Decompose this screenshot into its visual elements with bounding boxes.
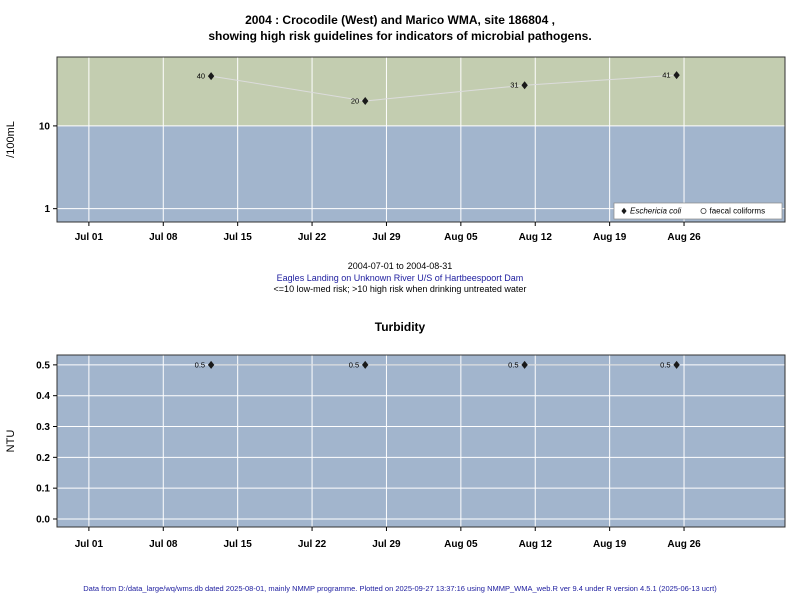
legend-label: Eschericia coli	[630, 207, 681, 216]
legend: Eschericia coli faecal coliforms	[613, 202, 783, 220]
y-tick-label: 1	[44, 204, 50, 215]
y-tick-label: 0.0	[36, 514, 50, 525]
data-point-marker	[207, 360, 215, 369]
legend-label: faecal coliforms	[710, 207, 766, 216]
x-tick-label: Aug 26	[667, 232, 701, 243]
chart-captions: 2004-07-01 to 2004-08-31 Eagles Landing …	[0, 261, 800, 296]
y-tick-label: 0.2	[36, 453, 50, 464]
data-point-marker	[362, 96, 369, 105]
turbidity-chart: Jul 01 Jul 08 Jul 15 Jul 22 Jul 29 Aug 05 Aug …	[5, 354, 786, 550]
legend-diamond-icon	[621, 207, 627, 215]
plot-border	[56, 56, 786, 223]
x-tick-label: Aug 12	[519, 232, 553, 243]
series-points: 0.5 0.5 0.5 0.5	[195, 360, 680, 369]
point-label: 41	[662, 71, 670, 80]
data-point-marker	[521, 81, 528, 90]
x-tick-label: Aug 19	[593, 539, 627, 550]
page-title-line2: showing high risk guidelines for indicat…	[208, 29, 592, 43]
caption-date-range: 2004-07-01 to 2004-08-31	[347, 261, 453, 271]
axes: Jul 01 Jul 08 Jul 15 Jul 22 Jul 29 Aug 05 Aug …	[36, 360, 701, 550]
data-point-marker	[673, 360, 680, 369]
point-label: 0.5	[508, 360, 518, 369]
high-risk-band	[57, 57, 785, 126]
plot-background	[57, 57, 785, 222]
x-tick-label: Jul 29	[372, 232, 401, 243]
y-tick-label: 0.4	[36, 391, 50, 402]
x-tick-label: Jul 08	[149, 539, 178, 550]
x-tick-label: Jul 01	[75, 232, 104, 243]
x-tick-label: Aug 12	[519, 539, 553, 550]
y-tick-label: 0.1	[36, 484, 50, 495]
x-tick-label: Aug 05	[444, 232, 478, 243]
turbidity-title: Turbidity	[374, 320, 426, 334]
x-tick-label: Jul 01	[75, 539, 104, 550]
axes: Jul 01 Jul 08 Jul 15 Jul 22 Jul 29 Aug 05 Aug …	[39, 121, 701, 243]
legend-circle-icon	[700, 207, 707, 214]
x-tick-label: Jul 29	[372, 539, 401, 550]
page-title-line1: 2004 : Crocodile (West) and Marico WMA, …	[245, 13, 555, 27]
series-line	[211, 74, 677, 102]
point-label: 0.5	[660, 360, 670, 369]
series-points: 40 20 31 41	[197, 71, 680, 105]
x-tick-label: Aug 05	[444, 539, 478, 550]
x-tick-label: Jul 22	[298, 539, 327, 550]
x-tick-label: Aug 26	[667, 539, 701, 550]
point-label: 20	[351, 96, 359, 105]
y-tick-label: 10	[39, 121, 51, 132]
data-point-marker	[521, 360, 528, 369]
x-tick-label: Jul 22	[298, 232, 327, 243]
plot-border	[56, 354, 786, 528]
x-tick-label: Jul 08	[149, 232, 178, 243]
plot-background	[57, 355, 785, 527]
y-axis-title: NTU	[5, 430, 17, 453]
y-tick-label: 0.3	[36, 422, 50, 433]
data-point-marker	[362, 360, 369, 369]
y-axis-title: /100mL	[5, 121, 17, 158]
y-tick-label: 0.5	[36, 360, 50, 371]
legend-box	[613, 202, 783, 220]
point-label: 31	[510, 81, 518, 90]
point-label: 0.5	[195, 360, 205, 369]
x-tick-label: Aug 19	[593, 232, 627, 243]
microbial-pathogens-chart: Jul 01 Jul 08 Jul 15 Jul 22 Jul 29 Aug 05 Aug …	[5, 56, 786, 243]
point-label: 0.5	[349, 360, 359, 369]
caption-site-name: Eagles Landing on Unknown River U/S of H…	[276, 272, 524, 283]
caption-risk-note: <=10 low-med risk; >10 high risk when dr…	[273, 284, 527, 294]
data-point-marker	[673, 71, 680, 80]
x-tick-label: Jul 15	[223, 232, 252, 243]
x-tick-label: Jul 15	[223, 539, 252, 550]
data-point-marker	[207, 72, 215, 81]
plot-fill	[57, 355, 785, 527]
footer-note: Data from D:/data_large/wq/wms.db dated …	[83, 584, 717, 593]
point-label: 40	[197, 72, 205, 81]
page-title: 2004 : Crocodile (West) and Marico WMA, …	[0, 12, 800, 44]
